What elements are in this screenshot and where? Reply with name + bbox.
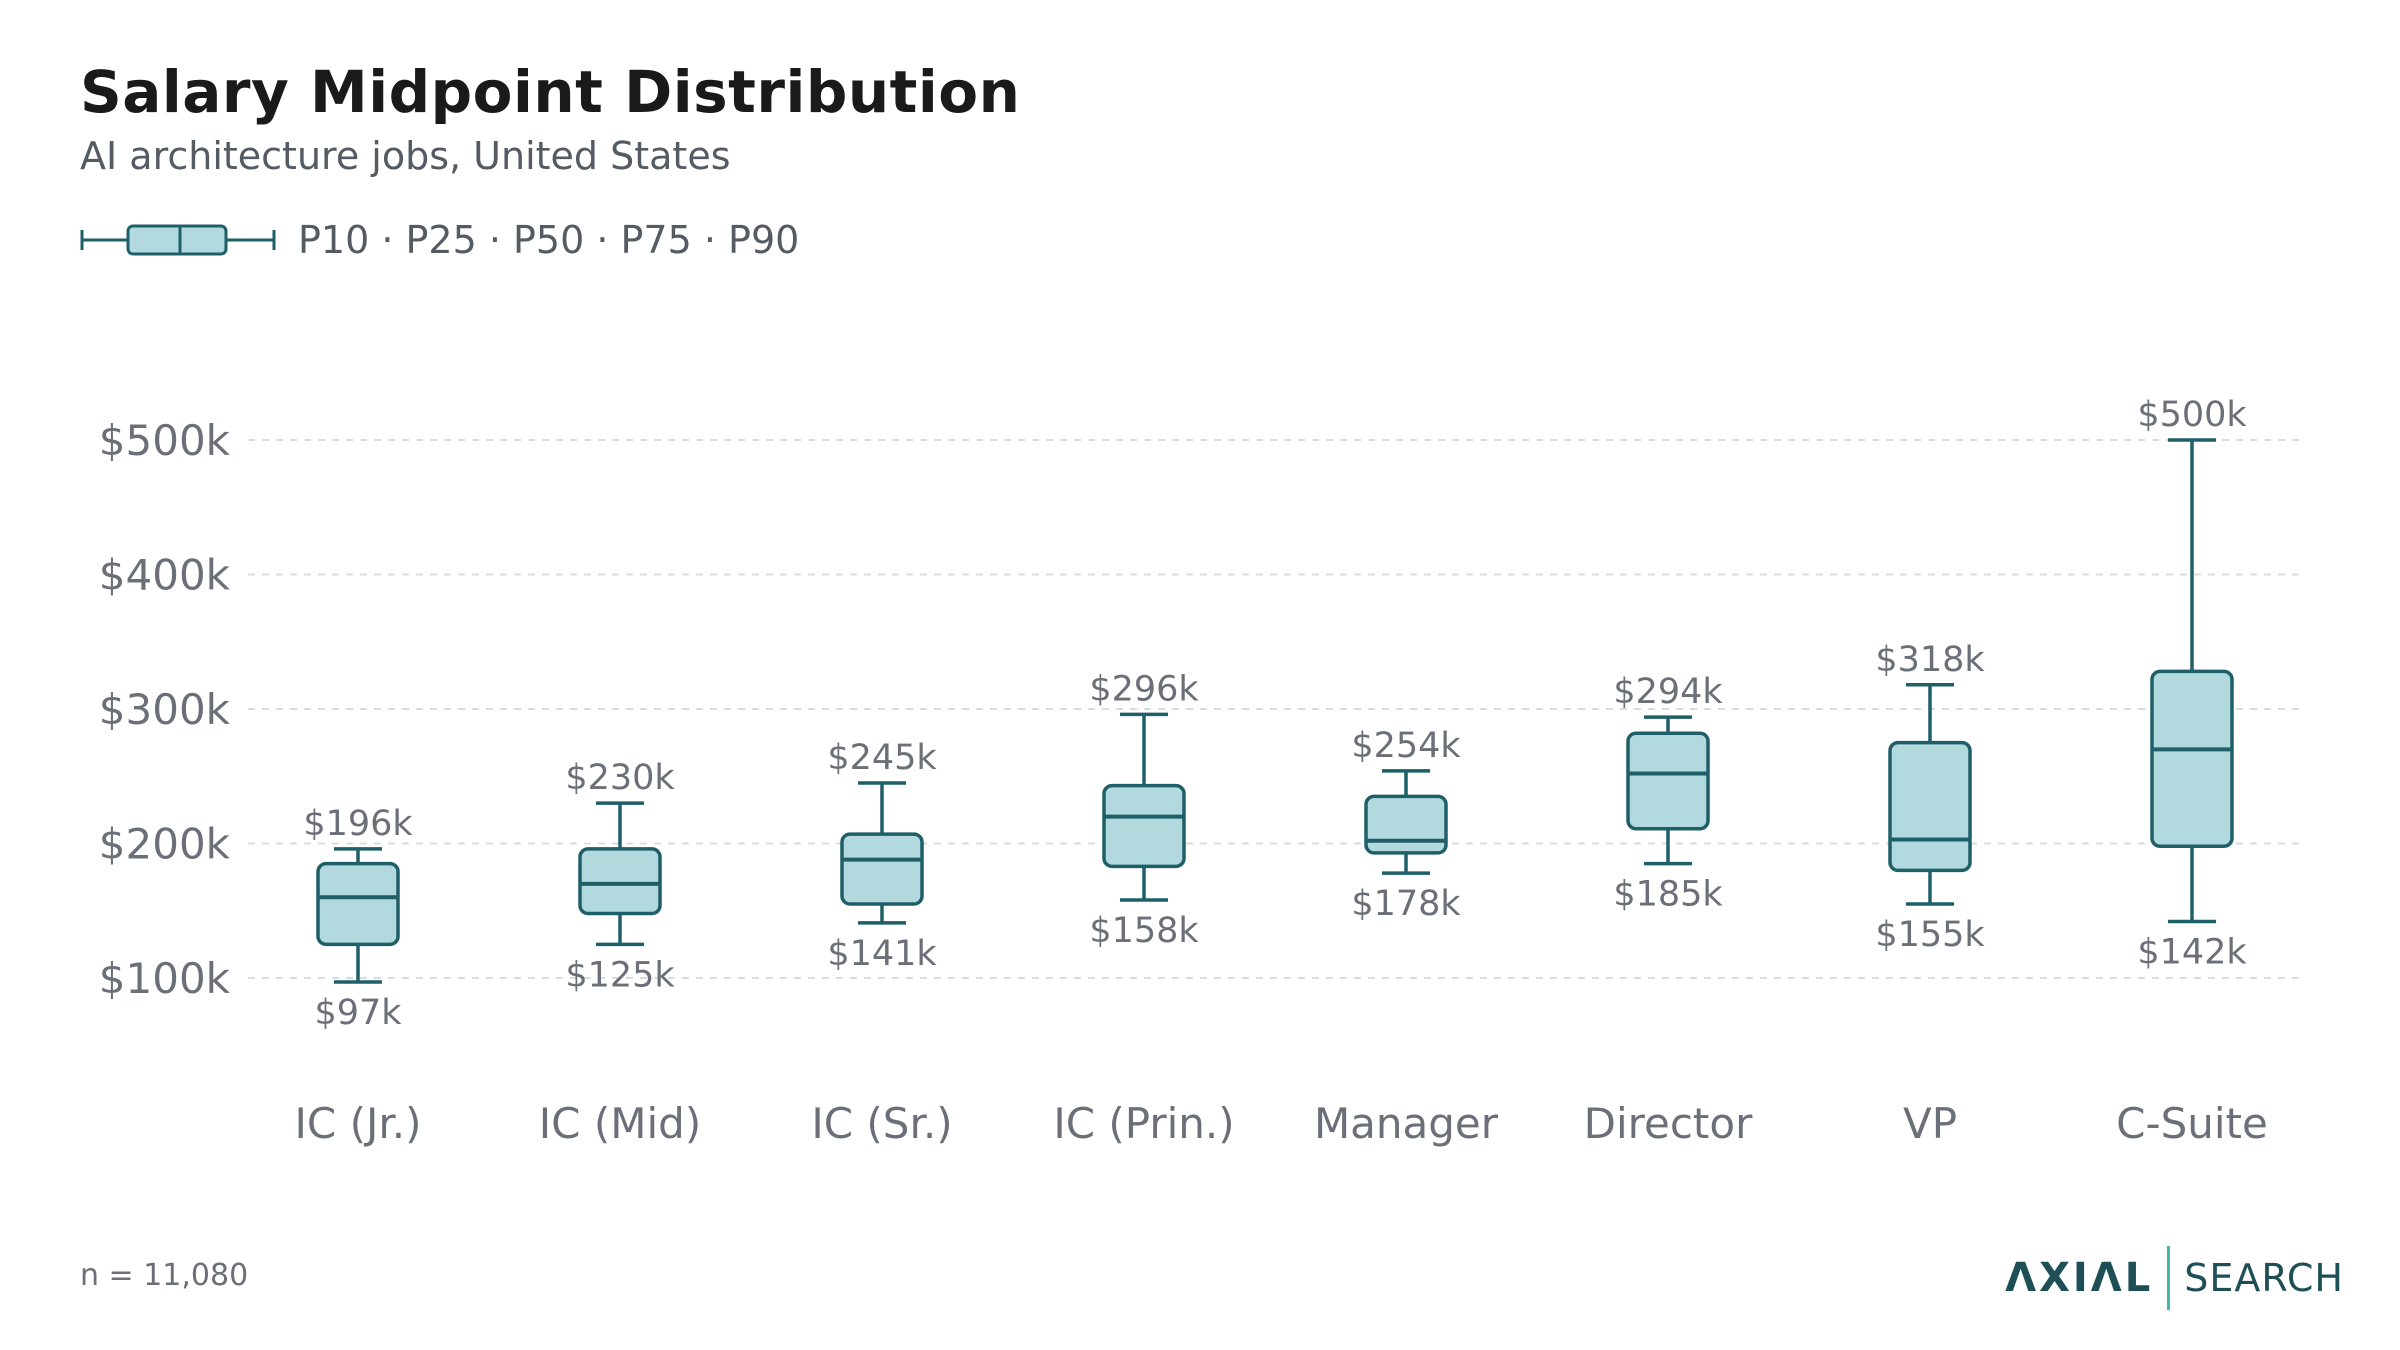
x-category-label: IC (Sr.): [811, 1099, 952, 1148]
iqr-box: [1364, 794, 1448, 855]
p10-label: $155k: [1875, 915, 1985, 955]
x-category-label: Manager: [1314, 1099, 1499, 1148]
iqr-box: [1888, 740, 1972, 873]
iqr-box: [578, 847, 662, 916]
brand-logo-primary: ΛXIΛL: [2005, 1255, 2154, 1301]
p90-label: $318k: [1875, 640, 1985, 680]
legend-box-icon: [80, 224, 276, 256]
p90-label: $294k: [1613, 672, 1723, 712]
p10-label: $158k: [1089, 911, 1199, 951]
y-tick-label: $500k: [99, 416, 231, 465]
x-category-label: IC (Mid): [539, 1099, 701, 1148]
x-category-label: IC (Jr.): [295, 1099, 422, 1148]
y-tick-label: $400k: [99, 551, 231, 600]
p10-label: $178k: [1351, 884, 1461, 924]
x-category-label: C-Suite: [2116, 1099, 2268, 1148]
iqr-box: [1102, 783, 1186, 869]
iqr-box: [840, 832, 924, 906]
y-tick-label: $200k: [99, 820, 231, 869]
x-category-label: Director: [1584, 1099, 1753, 1148]
sample-size-note: n = 11,080: [80, 1258, 249, 1293]
p10-label: $97k: [314, 993, 402, 1033]
legend-label: P10 · P25 · P50 · P75 · P90: [298, 218, 800, 262]
p90-label: $245k: [827, 738, 937, 778]
legend: P10 · P25 · P50 · P75 · P90: [80, 216, 799, 264]
p90-label: $230k: [565, 758, 675, 798]
iqr-box: [316, 861, 400, 947]
p90-label: $254k: [1351, 726, 1461, 766]
chart-subtitle: AI architecture jobs, United States: [80, 134, 731, 178]
p10-label: $141k: [827, 934, 937, 974]
p90-label: $500k: [2137, 395, 2247, 435]
x-category-label: VP: [1903, 1099, 1957, 1148]
y-tick-label: $300k: [99, 685, 231, 734]
x-category-label: IC (Prin.): [1053, 1099, 1234, 1148]
iqr-box: [2150, 669, 2234, 848]
p10-label: $142k: [2137, 933, 2247, 973]
brand-logo-secondary: SEARCH: [2184, 1256, 2344, 1300]
box-plot-chart: $100k $200k $300k $400k $500k $196k $97k IC (Jr…: [99, 395, 2300, 1148]
chart-title: Salary Midpoint Distribution: [80, 58, 1021, 126]
y-tick-label: $100k: [99, 954, 231, 1003]
p90-label: $296k: [1089, 669, 1199, 709]
iqr-box: [1626, 731, 1710, 831]
p10-label: $185k: [1613, 875, 1723, 915]
brand-logo-divider: [2167, 1246, 2171, 1310]
p10-label: $125k: [565, 955, 675, 995]
brand-logo: ΛXIΛL SEARCH: [2005, 1246, 2344, 1310]
p90-label: $196k: [303, 804, 413, 844]
